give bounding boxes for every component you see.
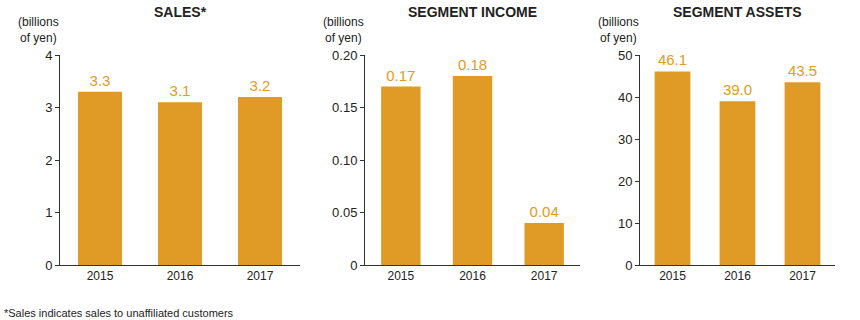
svg-text:3.2: 3.2 [250, 77, 271, 94]
svg-text:3: 3 [45, 100, 52, 115]
svg-text:30: 30 [618, 132, 632, 147]
svg-text:46.1: 46.1 [658, 51, 687, 68]
svg-text:0.10: 0.10 [332, 153, 357, 168]
svg-text:(billionsof yen): (billionsof yen) [598, 15, 639, 45]
svg-text:39.0: 39.0 [723, 81, 752, 98]
svg-text:0.17: 0.17 [386, 67, 415, 84]
svg-text:40: 40 [618, 90, 632, 105]
svg-text:(billionsof yen): (billionsof yen) [18, 15, 59, 45]
svg-text:20: 20 [618, 174, 632, 189]
svg-text:2015: 2015 [87, 269, 114, 283]
svg-text:1: 1 [45, 205, 52, 220]
svg-text:2017: 2017 [531, 269, 558, 283]
svg-text:43.5: 43.5 [788, 62, 817, 79]
svg-text:0: 0 [45, 258, 52, 273]
svg-text:2016: 2016 [459, 269, 486, 283]
svg-text:2: 2 [45, 153, 52, 168]
svg-text:SEGMENT INCOME: SEGMENT INCOME [408, 4, 537, 20]
svg-text:0.15: 0.15 [332, 100, 357, 115]
svg-text:3.3: 3.3 [90, 72, 111, 89]
svg-text:0.05: 0.05 [332, 205, 357, 220]
svg-text:3.1: 3.1 [170, 82, 191, 99]
svg-text:10: 10 [618, 216, 632, 231]
svg-text:4: 4 [45, 48, 52, 63]
svg-text:SALES*: SALES* [154, 4, 207, 20]
svg-text:2016: 2016 [167, 269, 194, 283]
svg-text:0.18: 0.18 [458, 56, 487, 73]
svg-text:0.20: 0.20 [332, 48, 357, 63]
svg-text:2017: 2017 [789, 269, 816, 283]
svg-text:*Sales indicates sales to unaf: *Sales indicates sales to unaffiliated c… [4, 307, 234, 319]
svg-text:2016: 2016 [724, 269, 751, 283]
svg-text:2015: 2015 [387, 269, 414, 283]
svg-text:0: 0 [350, 258, 357, 273]
svg-text:2015: 2015 [659, 269, 686, 283]
svg-text:50: 50 [618, 48, 632, 63]
svg-text:0: 0 [625, 258, 632, 273]
svg-text:0.04: 0.04 [530, 203, 559, 220]
svg-text:(billionsof yen): (billionsof yen) [323, 15, 364, 45]
svg-text:2017: 2017 [247, 269, 274, 283]
svg-text:SEGMENT ASSETS: SEGMENT ASSETS [673, 4, 802, 20]
